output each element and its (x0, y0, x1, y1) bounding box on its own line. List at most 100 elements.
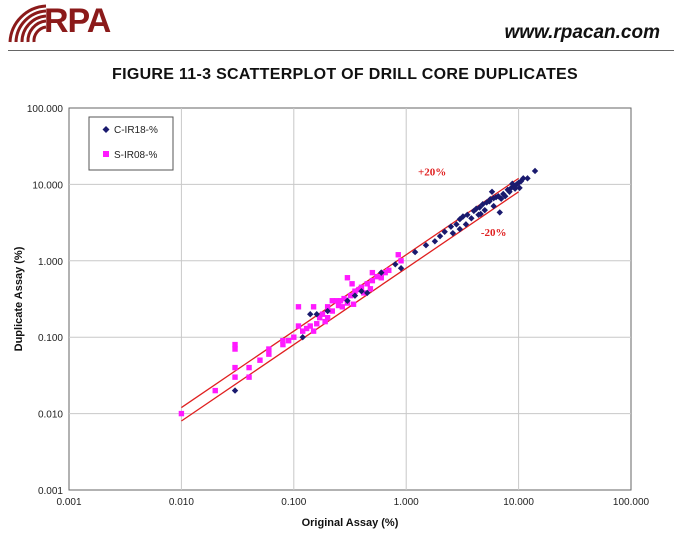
data-point-c-ir18 (502, 193, 509, 200)
data-point-s-ir08 (329, 308, 335, 314)
data-point-s-ir08 (266, 346, 272, 352)
data-point-c-ir18 (468, 215, 475, 222)
data-point-s-ir08 (280, 341, 286, 348)
data-point-c-ir18 (431, 238, 439, 245)
data-point-s-ir08 (324, 304, 331, 310)
data-point-c-ir18 (378, 269, 385, 276)
data-point-c-ir18 (447, 223, 455, 230)
data-point-s-ir08 (246, 364, 252, 371)
data-point-s-ir08 (352, 288, 358, 294)
data-point-s-ir08 (307, 323, 313, 329)
data-point-s-ir08 (341, 295, 347, 302)
data-point-s-ir08 (212, 387, 218, 394)
data-point-s-ir08 (361, 290, 367, 296)
y-tick-label: 100.000 (27, 104, 64, 115)
data-point-c-ir18 (506, 188, 513, 196)
data-point-c-ir18 (520, 175, 527, 182)
annotation-label: -20% (481, 227, 507, 239)
x-tick-label: 1.000 (394, 497, 419, 508)
data-point-s-ir08 (257, 357, 263, 363)
data-point-c-ir18 (313, 311, 320, 318)
data-point-c-ir18 (490, 194, 497, 202)
data-point-c-ir18 (496, 209, 503, 216)
data-points (178, 167, 539, 417)
data-point-c-ir18 (231, 387, 239, 394)
data-point-s-ir08 (232, 364, 238, 371)
data-point-c-ir18 (441, 228, 448, 235)
data-point-s-ir08 (299, 328, 306, 334)
x-tick-label: 10.000 (503, 497, 534, 508)
data-point-c-ir18 (462, 221, 470, 228)
data-point-s-ir08 (295, 323, 302, 329)
annotations: +20% -20% (418, 167, 507, 239)
data-point-s-ir08 (285, 337, 292, 344)
y-tick-label: 0.001 (38, 486, 63, 497)
data-point-c-ir18 (392, 261, 399, 268)
data-point-s-ir08 (295, 304, 302, 310)
annotation-label: +20% (418, 167, 446, 179)
legend-label-s-ir08: S-IR08-% (114, 150, 157, 161)
data-point-s-ir08 (364, 281, 370, 287)
data-point-s-ir08 (369, 269, 376, 276)
data-point-s-ir08 (232, 341, 238, 348)
data-point-s-ir08 (378, 275, 384, 281)
data-point-c-ir18 (344, 297, 351, 304)
figure-title: FIGURE 11-3 SCATTERPLOT OF DRILL CORE DU… (112, 66, 578, 83)
data-point-s-ir08 (317, 314, 323, 321)
data-point-c-ir18 (531, 167, 539, 175)
data-point-s-ir08 (350, 301, 357, 307)
data-point-s-ir08 (291, 334, 297, 340)
data-point-s-ir08 (314, 321, 320, 327)
data-point-s-ir08 (266, 351, 272, 357)
legend: C-IR18-% S-IR08-% (88, 116, 174, 171)
logo-text: RPA (44, 2, 111, 40)
data-point-c-ir18 (351, 292, 359, 299)
data-point-s-ir08 (349, 281, 355, 287)
data-point-s-ir08 (280, 337, 286, 344)
x-tick-label: 0.100 (281, 497, 306, 508)
page-header: RPA www.rpacan.com (0, 0, 690, 52)
data-point-s-ir08 (337, 298, 344, 304)
y-tick-label: 1.000 (38, 257, 63, 268)
data-point-s-ir08 (178, 410, 185, 417)
grid-lines (69, 108, 631, 490)
data-point-s-ir08 (386, 267, 392, 274)
data-point-s-ir08 (382, 269, 388, 276)
data-point-s-ir08 (339, 304, 345, 310)
data-point-s-ir08 (322, 318, 328, 325)
data-point-c-ir18 (464, 211, 471, 219)
legend-label-c-ir18: C-IR18-% (114, 125, 158, 136)
y-tick-label: 0.010 (38, 410, 63, 421)
data-point-c-ir18 (436, 232, 444, 240)
x-axis-label: Original Assay (%) (302, 517, 399, 529)
data-point-s-ir08 (358, 284, 365, 290)
x-tick-label: 0.010 (169, 497, 194, 508)
data-point-c-ir18 (515, 179, 522, 186)
data-point-c-ir18 (299, 334, 306, 341)
y-axis-label: Duplicate Assay (%) (13, 246, 25, 351)
data-point-s-ir08 (232, 374, 238, 380)
data-point-s-ir08 (395, 252, 401, 258)
data-point-s-ir08 (398, 258, 404, 264)
website-url[interactable]: www.rpacan.com (504, 22, 660, 43)
data-point-c-ir18 (456, 225, 464, 233)
y-tick-label: 10.000 (32, 180, 63, 191)
y-tick-label: 0.100 (38, 333, 63, 344)
data-point-c-ir18 (453, 221, 460, 228)
data-point-c-ir18 (509, 180, 516, 187)
data-point-c-ir18 (481, 206, 488, 214)
data-point-s-ir08 (367, 286, 374, 292)
legend-marker-c-ir18 (102, 126, 110, 133)
data-point-c-ir18 (497, 195, 505, 202)
data-point-c-ir18 (477, 210, 484, 218)
data-point-c-ir18 (411, 248, 419, 256)
data-point-c-ir18 (422, 242, 430, 249)
data-point-s-ir08 (344, 275, 351, 281)
data-point-c-ir18 (490, 202, 497, 210)
data-point-c-ir18 (364, 289, 371, 297)
data-point-s-ir08 (319, 311, 326, 317)
data-point-s-ir08 (310, 328, 317, 334)
data-point-s-ir08 (374, 273, 380, 280)
data-point-s-ir08 (329, 298, 335, 304)
